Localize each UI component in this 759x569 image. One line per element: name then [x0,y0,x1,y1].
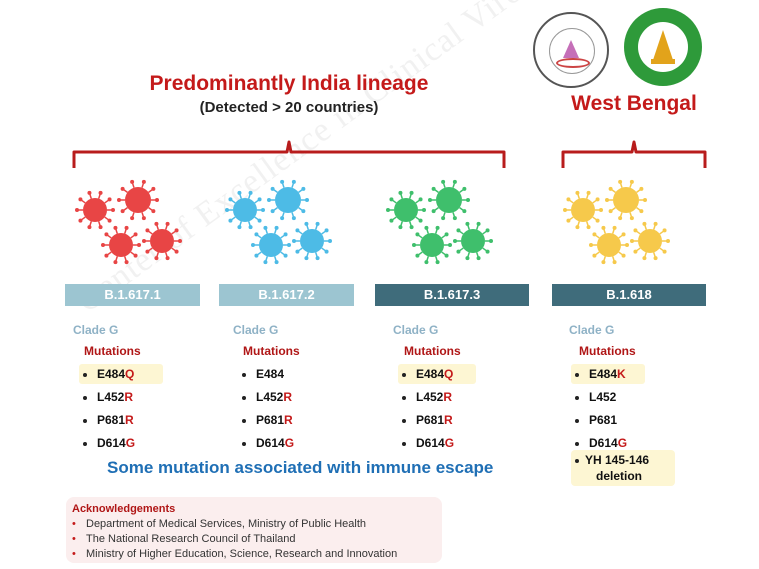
mutation-item: L452 [571,387,645,407]
mutations-heading-b1618: Mutations [579,344,636,358]
mutation-item: D614G [79,433,163,453]
bullet-icon [402,441,406,446]
mutations-heading-b16171: Mutations [84,344,141,358]
mutation-item: L452R [398,387,476,407]
bullet-icon [242,418,246,423]
clade-label-b16172: Clade G [233,323,279,337]
mutation-item: D614G [238,433,322,453]
bullet-icon [242,441,246,446]
bullet-icon [402,418,406,423]
bullet-icon [575,418,579,423]
mutation-item: L452R [238,387,322,407]
west-bengal-title: West Bengal [571,92,697,115]
mutation-list-b16172: E484 L452R P681R D614G [238,364,322,456]
mutation-item: E484 [238,364,322,384]
virus-icon [142,221,182,261]
mutation-item: D614G [571,433,645,453]
clade-label-b16173: Clade G [393,323,439,337]
mutation-list-b16171: E484Q L452R P681R D614G [79,364,163,456]
acknowledgements-title: Acknowledgements [72,503,176,515]
clade-label-b16171: Clade G [73,323,119,337]
mutation-item: P681R [238,410,322,430]
bullet-icon [575,395,579,400]
center-of-excellence-logo [533,12,609,88]
bullet-icon [242,372,246,377]
mutation-item: L452R [79,387,163,407]
virus-icon [267,179,309,221]
virus-icon [428,179,470,221]
virus-icon [251,225,291,265]
deletion-line1: YH 145-146 [585,453,650,467]
bullet-icon [575,372,579,377]
deletion-line2: deletion [596,469,643,483]
mutations-heading-b16173: Mutations [404,344,461,358]
mutation-item: D614G [398,433,476,453]
acknowledgements-box [66,497,442,563]
virus-icon [605,179,647,221]
virus-icon [412,225,452,265]
virus-icon [453,221,493,261]
india-bracket [72,140,506,168]
chulalongkorn-medicine-logo [624,8,702,86]
virus-icon [292,221,332,261]
acknowledgement-item: • Ministry of Higher Education, Science, … [72,548,398,560]
mutation-item: E484Q [79,364,163,384]
mutation-list-b1618: E484K L452 P681 D614G [571,364,645,456]
mutation-item: E484Q [398,364,476,384]
bullet-icon [402,395,406,400]
mutation-list-b16173: E484Q L452R P681R D614G [398,364,476,456]
virus-icon [75,190,115,230]
sub-title: (Detected > 20 countries) [199,99,379,116]
virus-icon [630,221,670,261]
mutation-item: E484K [571,364,645,384]
clade-label-b1618: Clade G [569,323,615,337]
bullet-icon [83,372,87,377]
bullet-icon [242,395,246,400]
main-title: Predominantly India lineage [149,72,429,95]
virus-icon [386,190,426,230]
deletion-note: YH 145-146 deletion [571,450,675,486]
lineage-bar-b16172: B.1.617.2 [219,284,354,306]
bullet-icon [575,441,579,446]
mutations-heading-b16172: Mutations [243,344,300,358]
bullet-icon [83,418,87,423]
bullet-icon [83,441,87,446]
lineage-bar-b1618: B.1.618 [552,284,706,306]
mutation-item: P681R [398,410,476,430]
mutation-item: P681 [571,410,645,430]
west-bengal-bracket [561,140,707,168]
bullet-icon [575,459,579,463]
lineage-bar-b16173: B.1.617.3 [375,284,529,306]
virus-icon [563,190,603,230]
mutation-item: P681R [79,410,163,430]
virus-icon [225,190,265,230]
virus-icon [117,179,159,221]
acknowledgement-item: • Department of Medical Services, Ministr… [72,518,366,530]
bullet-icon [402,372,406,377]
virus-icon [101,225,141,265]
acknowledgement-item: • The National Research Council of Thaila… [72,533,296,545]
bullet-icon [83,395,87,400]
immune-escape-caption: Some mutation associated with immune esc… [107,458,494,477]
virus-icon [589,225,629,265]
lineage-bar-b16171: B.1.617.1 [65,284,200,306]
